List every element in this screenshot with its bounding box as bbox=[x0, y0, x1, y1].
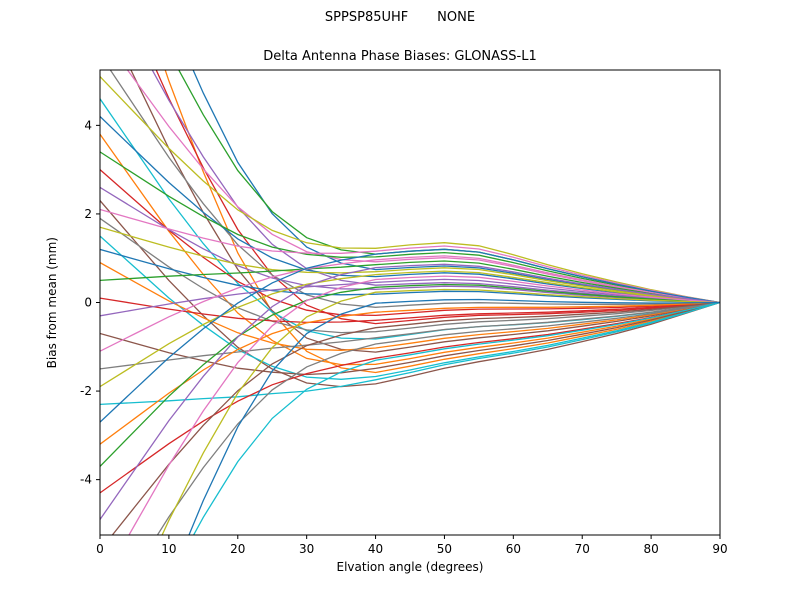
y-tick-label: 2 bbox=[84, 207, 92, 221]
series-line bbox=[155, 70, 720, 325]
series-line bbox=[100, 116, 720, 304]
series-line bbox=[100, 301, 720, 406]
y-tick-label: 4 bbox=[84, 118, 92, 132]
x-tick-label: 10 bbox=[161, 542, 176, 556]
series-line bbox=[156, 301, 720, 535]
series-line bbox=[100, 283, 720, 467]
x-tick-label: 20 bbox=[230, 542, 245, 556]
series-line bbox=[100, 301, 720, 445]
y-tick-label: -4 bbox=[80, 473, 92, 487]
series-line bbox=[100, 297, 720, 324]
series-line bbox=[109, 70, 720, 308]
series-line bbox=[100, 263, 720, 520]
x-tick-label: 40 bbox=[368, 542, 383, 556]
x-axis-label: Elvation angle (degrees) bbox=[336, 560, 484, 574]
series-line bbox=[100, 301, 720, 370]
series-line bbox=[126, 70, 720, 304]
series-line bbox=[100, 278, 720, 317]
y-axis-label: Bias from mean (mm) bbox=[45, 236, 59, 369]
series-line bbox=[100, 248, 720, 423]
series-line bbox=[100, 262, 720, 351]
series-line bbox=[188, 298, 720, 535]
series-line bbox=[100, 248, 720, 304]
series-line bbox=[100, 301, 720, 376]
series-line bbox=[100, 270, 720, 388]
series-line bbox=[100, 208, 720, 304]
y-tick-label: -2 bbox=[80, 384, 92, 398]
series-line bbox=[100, 301, 720, 494]
series-line bbox=[151, 70, 720, 304]
series-line bbox=[100, 217, 720, 334]
series-line bbox=[161, 288, 720, 535]
series-line bbox=[192, 70, 720, 304]
series-line bbox=[100, 151, 720, 304]
chart-title: SPPSP85UHF NONE bbox=[324, 10, 476, 25]
x-tick-label: 50 bbox=[437, 542, 452, 556]
series-line bbox=[100, 186, 720, 304]
x-tick-label: 30 bbox=[299, 542, 314, 556]
x-tick-label: 80 bbox=[643, 542, 658, 556]
x-tick-label: 60 bbox=[506, 542, 521, 556]
series-line bbox=[100, 200, 720, 388]
series-line bbox=[164, 70, 720, 374]
x-tick-label: 90 bbox=[712, 542, 727, 556]
series-line bbox=[192, 301, 720, 535]
series-line bbox=[100, 226, 720, 304]
y-axis-label-container: Bias from mean (mm) bbox=[42, 70, 62, 535]
series-line bbox=[111, 301, 720, 535]
series-line bbox=[100, 260, 720, 304]
x-tick-label: 0 bbox=[96, 542, 104, 556]
series-line bbox=[128, 275, 720, 535]
series-line bbox=[100, 255, 720, 352]
series-line bbox=[100, 235, 720, 380]
y-tick-label: 0 bbox=[84, 296, 92, 310]
series-line bbox=[100, 169, 720, 317]
chart-subtitle: Delta Antenna Phase Biases: GLONASS-L1 bbox=[263, 49, 537, 64]
series-line bbox=[100, 76, 720, 304]
x-tick-label: 70 bbox=[575, 542, 590, 556]
